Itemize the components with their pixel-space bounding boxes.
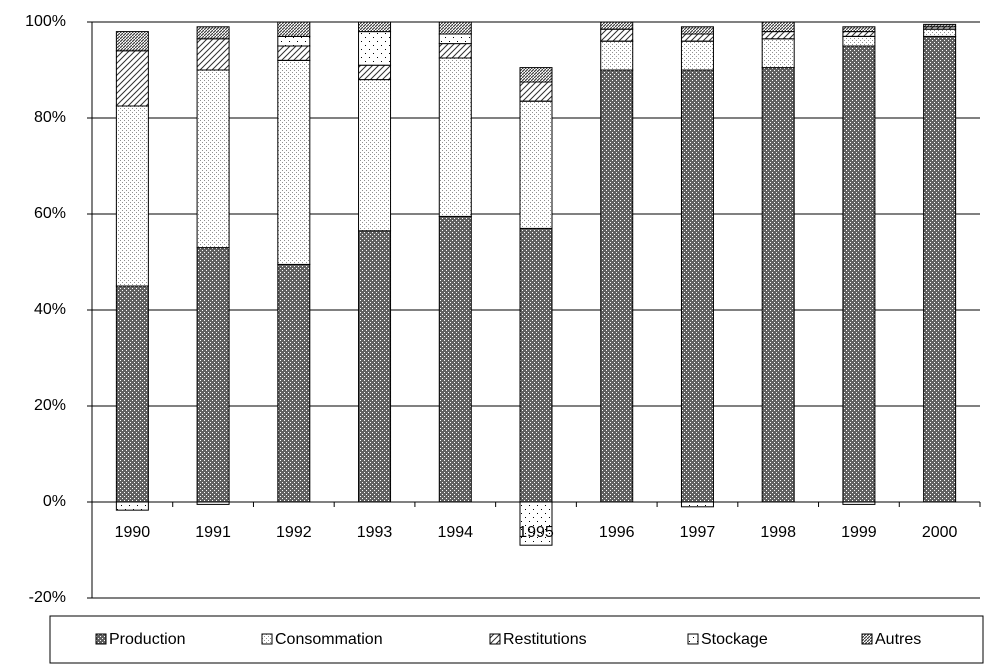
bar-segment bbox=[115, 501, 149, 511]
bar-segment bbox=[358, 230, 392, 503]
bar-segment bbox=[842, 35, 876, 47]
x-tick-label: 1992 bbox=[276, 524, 312, 541]
bar-segment bbox=[600, 28, 634, 42]
bar-segment bbox=[115, 285, 149, 503]
bar-segment bbox=[358, 31, 392, 66]
bar-segment bbox=[761, 67, 795, 503]
bar-segment bbox=[923, 35, 957, 503]
y-tick-label: -20% bbox=[29, 589, 66, 606]
bar-segment bbox=[196, 38, 230, 71]
bar-segment bbox=[680, 501, 714, 508]
bar-segment bbox=[680, 40, 714, 71]
y-tick-label: 80% bbox=[34, 109, 66, 126]
bar-segment bbox=[761, 38, 795, 69]
bar-segment bbox=[115, 31, 149, 52]
bar-segment bbox=[600, 21, 634, 30]
x-tick-label: 1995 bbox=[518, 524, 554, 541]
legend-label: Consommation bbox=[275, 631, 383, 648]
bar-segment bbox=[115, 105, 149, 287]
legend-box bbox=[49, 615, 984, 664]
y-tick-label: 40% bbox=[34, 301, 66, 318]
bar-segment bbox=[438, 21, 472, 35]
bar-segment bbox=[196, 26, 230, 40]
bar-segment bbox=[600, 69, 634, 503]
bar-segment bbox=[519, 227, 553, 503]
y-tick-label: 100% bbox=[25, 13, 66, 30]
bar-segment bbox=[680, 33, 714, 42]
legend-swatch bbox=[95, 633, 107, 645]
bar-segment bbox=[923, 28, 957, 37]
legend-swatch bbox=[489, 633, 501, 645]
bar-segment bbox=[842, 26, 876, 33]
x-tick-label: 1998 bbox=[760, 524, 796, 541]
x-tick-label: 1996 bbox=[599, 524, 635, 541]
bar-segment bbox=[196, 247, 230, 503]
bar-segment bbox=[358, 64, 392, 81]
bar-segment bbox=[438, 57, 472, 217]
x-tick-label: 1994 bbox=[437, 524, 473, 541]
bar-segment bbox=[115, 50, 149, 107]
legend-swatch bbox=[861, 633, 873, 645]
bar-segment bbox=[923, 23, 957, 28]
bar-segment bbox=[277, 35, 311, 47]
bar-segment bbox=[277, 59, 311, 265]
bar-segment bbox=[277, 21, 311, 37]
bar-segment bbox=[600, 40, 634, 71]
bar-segment bbox=[196, 69, 230, 249]
x-tick-label: 1997 bbox=[680, 524, 716, 541]
bar-segment bbox=[761, 31, 795, 40]
bar-segment bbox=[519, 100, 553, 229]
bar-segment bbox=[519, 501, 553, 546]
legend-swatch bbox=[261, 633, 273, 645]
legend-label: Stockage bbox=[701, 631, 768, 648]
x-tick-label: 1993 bbox=[357, 524, 393, 541]
bar-segment bbox=[680, 69, 714, 503]
bar-segment bbox=[519, 81, 553, 102]
x-tick-label: 1990 bbox=[115, 524, 151, 541]
y-tick-label: 60% bbox=[34, 205, 66, 222]
bar-segment bbox=[277, 263, 311, 503]
x-tick-label: 2000 bbox=[922, 524, 958, 541]
legend-swatch bbox=[687, 633, 699, 645]
bar-segment bbox=[438, 33, 472, 45]
x-tick-label: 1999 bbox=[841, 524, 877, 541]
y-tick-label: 20% bbox=[34, 397, 66, 414]
bar-segment bbox=[519, 67, 553, 83]
legend-label: Production bbox=[109, 631, 186, 648]
legend-label: Autres bbox=[875, 631, 921, 648]
bar-segment bbox=[680, 26, 714, 35]
bar-segment bbox=[358, 79, 392, 232]
y-tick-label: 0% bbox=[43, 493, 66, 510]
bar-segment bbox=[761, 21, 795, 33]
bar-segment bbox=[438, 215, 472, 503]
bar-segment bbox=[842, 31, 876, 37]
x-tick-label: 1991 bbox=[195, 524, 231, 541]
bar-segment bbox=[277, 45, 311, 61]
bar-segment bbox=[438, 43, 472, 59]
bar-segment bbox=[842, 45, 876, 503]
legend-label: Restitutions bbox=[503, 631, 587, 648]
bar-segment bbox=[358, 21, 392, 33]
